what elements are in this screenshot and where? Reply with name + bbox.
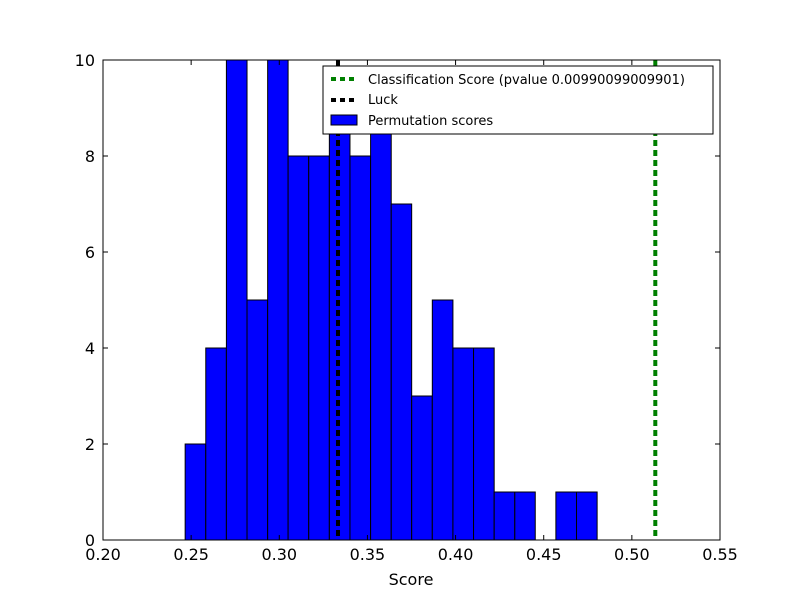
y-tick-label: 8 <box>85 147 95 166</box>
ticks-layer <box>102 59 721 541</box>
histogram-bar <box>287 155 310 541</box>
histogram-bar <box>205 347 227 541</box>
histogram-bar <box>555 491 578 541</box>
plot-frame <box>102 59 721 541</box>
x-tick-label: 0.20 <box>85 545 121 564</box>
lines-layer <box>335 60 658 540</box>
legend-box <box>322 65 714 135</box>
x-tick-label: 0.25 <box>173 545 209 564</box>
histogram-bar <box>370 107 392 541</box>
x-tick-label: 0.35 <box>350 545 386 564</box>
y-tick-label: 4 <box>85 339 95 358</box>
histogram-bar <box>308 155 330 541</box>
y-tick-label: 2 <box>85 435 95 454</box>
histogram-bar <box>267 59 289 541</box>
legend-permutation-scores-swatch <box>330 114 358 126</box>
legend-permutation-scores-label: Permutation scores <box>368 114 493 129</box>
legend-luck-label: Luck <box>368 93 398 108</box>
histogram-bar <box>493 491 516 541</box>
y-tick-label: 0 <box>85 531 95 550</box>
histogram-bar <box>452 347 475 541</box>
y-tick-label: 6 <box>85 243 95 262</box>
legend-classification-score-label: Classification Score (pvalue 0.009900990… <box>368 73 685 88</box>
histogram-bar <box>246 299 269 541</box>
x-axis-label: Score <box>389 570 434 589</box>
bars-layer <box>184 59 598 541</box>
x-tick-label: 0.50 <box>614 545 650 564</box>
histogram-bar <box>349 155 372 541</box>
histogram-bar <box>431 299 454 541</box>
x-tick-label: 0.30 <box>261 545 297 564</box>
x-tick-label: 0.55 <box>702 545 738 564</box>
histogram-bar <box>576 491 598 541</box>
histogram-bar <box>225 59 248 541</box>
histogram-bar <box>473 347 495 541</box>
x-tick-label: 0.45 <box>526 545 562 564</box>
histogram-bar <box>184 443 207 541</box>
histogram-bar <box>514 491 536 541</box>
legend: Classification Score (pvalue 0.009900990… <box>322 65 714 135</box>
histogram-bar <box>390 203 413 541</box>
histogram-bar <box>411 395 433 541</box>
x-tick-label: 0.40 <box>438 545 474 564</box>
tick-labels-layer: 0.20 0.25 0.30 0.35 0.40 0.45 0.50 0.55 0 2 4 6 8 10 <box>75 51 738 564</box>
y-tick-label: 10 <box>75 51 95 70</box>
